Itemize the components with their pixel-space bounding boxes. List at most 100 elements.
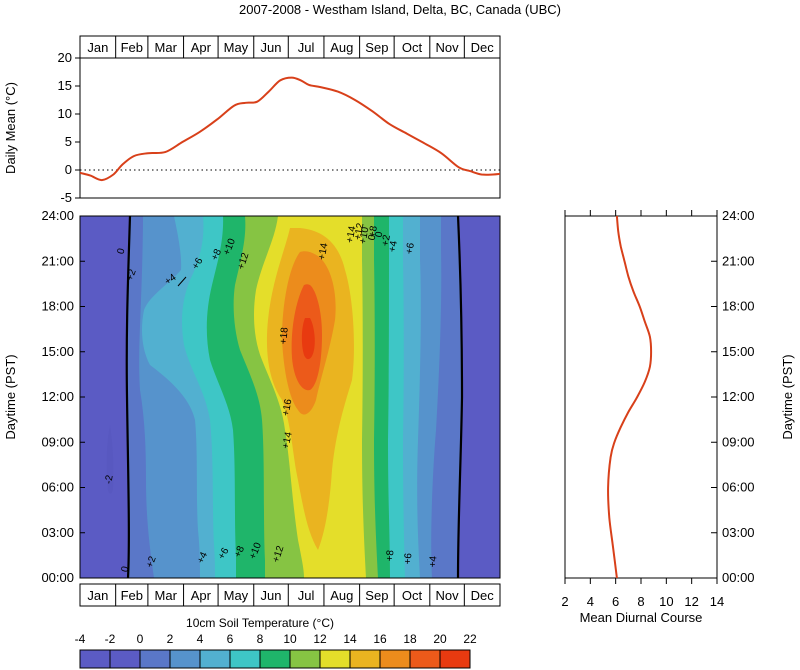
colorbar-label: 10cm Soil Temperature (°C) (186, 616, 334, 630)
bottom-month-dividers (115, 584, 465, 606)
colorbar-cell (379, 649, 411, 669)
contour-label: -2 (103, 474, 115, 485)
daily-mean-frame (79, 57, 501, 199)
contour-zero-left (125, 216, 132, 578)
top-month-dividers (115, 36, 465, 58)
bottom-month-oct: Oct (402, 588, 423, 603)
diurnal-x-label: Mean Diurnal Course (580, 610, 703, 625)
band-20-22 (301, 318, 315, 360)
contour-label: +14 (317, 242, 331, 261)
contour-label: +6 (404, 242, 417, 256)
colorbar-cell (259, 649, 291, 669)
colorbar-cell (289, 649, 321, 669)
bottom-month-sep: Sep (365, 588, 388, 603)
bottom-month-feb: Feb (121, 588, 143, 603)
colorbar-tick-label: 18 (403, 632, 417, 646)
contour-y-ticks: 00:00 03:00 06:00 09:00 12:00 15:00 18:00 21:00… (41, 208, 85, 585)
colorbar-tick-label: -4 (75, 632, 86, 646)
bottom-month-strip-frame (79, 583, 501, 607)
colorbar: 10cm Soil Temperature (°C) -4 -2 0 2 4 6 8 10 12… (75, 616, 477, 669)
daily-mean-y-ticks: -5 0 5 10 15 20 (58, 50, 80, 205)
diurnal-y-tick-label: 00:00 (722, 570, 755, 585)
contour-label: +14 (345, 225, 359, 244)
contour-panel: 00+2+2+4+4+6+6+8+8+10+10+12+12+14+14+16+… (3, 208, 501, 607)
colorbar-cell (139, 649, 171, 669)
contour-label: +8 (367, 225, 380, 239)
contour-label: +2 (380, 234, 393, 248)
band-minus2 (106, 425, 114, 494)
diurnal-y-tick-label: 18:00 (722, 299, 755, 314)
colorbar-tick-label: -2 (105, 632, 116, 646)
contour-label: 0 (374, 230, 386, 238)
colorbar-cell (79, 649, 111, 669)
top-month-nov: Nov (436, 40, 460, 55)
diurnal-y-ticks: 00:00 03:00 06:00 09:00 12:00 15:00 18:00 21:00… (711, 208, 755, 585)
contour-y-tick-label: 00:00 (41, 570, 74, 585)
bottom-month-jan: Jan (87, 588, 108, 603)
colorbar-cell (409, 649, 441, 669)
contour-label: +12 (271, 544, 287, 564)
contour-label: 0 (120, 565, 132, 574)
bottom-month-may: May (224, 588, 249, 603)
contour-labels: 00+2+2+4+4+6+6+8+8+10+10+12+12+14+14+16+… (103, 222, 439, 574)
diurnal-y-tick-label: 24:00 (722, 208, 755, 223)
top-month-jul: Jul (298, 40, 315, 55)
contour-zero-right (456, 216, 464, 578)
contour-label: +6 (403, 552, 415, 565)
contour-label: +8 (232, 544, 247, 559)
top-month-apr: Apr (191, 40, 212, 55)
colorbar-cell (109, 649, 141, 669)
contour-label: 0 (116, 247, 128, 256)
colorbar-tick-label: 20 (433, 632, 447, 646)
diurnal-x-tick-label: 8 (637, 594, 644, 609)
daily-mean-y-tick-label: 5 (65, 134, 72, 149)
colorbar-tick-label: 22 (463, 632, 477, 646)
contour-label: +4 (195, 550, 210, 565)
figure-title: 2007-2008 - Westham Island, Delta, BC, C… (239, 2, 561, 17)
contour-y-tick-label: 15:00 (41, 344, 74, 359)
contour-label: +16 (281, 398, 295, 417)
colorbar-cell (199, 649, 231, 669)
diurnal-y-tick-label: 21:00 (722, 253, 755, 268)
bottom-month-labels: Jan Feb Mar Apr May Jun Jul Aug Sep Oct Nov Dec (87, 588, 494, 603)
colorbar-tick-label: 16 (373, 632, 387, 646)
bottom-month-jun: Jun (261, 588, 282, 603)
diurnal-line (607, 215, 653, 579)
top-month-labels: Jan Feb Mar Apr May Jun Jul Aug Sep Oct Nov Dec (87, 40, 494, 55)
colorbar-cell (169, 649, 201, 669)
daily-mean-line (80, 76, 500, 182)
colorbar-cell (439, 649, 471, 669)
top-month-aug: Aug (330, 40, 353, 55)
diurnal-y-tick-label: 12:00 (722, 389, 755, 404)
bottom-month-mar: Mar (155, 588, 178, 603)
contour-label: +4 (387, 240, 400, 254)
colorbar-tick-label: 0 (137, 632, 144, 646)
colorbar-tick-label: 10 (283, 632, 297, 646)
diurnal-x-tick-label: 12 (684, 594, 698, 609)
diurnal-x-tick-label: 2 (561, 594, 568, 609)
bottom-month-dec: Dec (471, 588, 495, 603)
bottom-month-apr: Apr (191, 588, 212, 603)
top-month-jun: Jun (261, 40, 282, 55)
top-month-oct: Oct (402, 40, 423, 55)
contour-label: +4 (428, 555, 440, 568)
contour-label: +6 (216, 546, 231, 562)
colorbar-cells (79, 649, 471, 669)
daily-mean-y-tick-label: 20 (58, 50, 72, 65)
top-month-mar: Mar (155, 40, 178, 55)
colorbar-cell (319, 649, 351, 669)
contour-label: +2 (145, 554, 159, 569)
daily-mean-y-tick-label: 10 (58, 106, 72, 121)
contour-y-tick-label: 06:00 (41, 480, 74, 495)
contour-label: +2 (125, 267, 139, 282)
diurnal-y-tick-label: 03:00 (722, 525, 755, 540)
bottom-month-nov: Nov (436, 588, 460, 603)
contour-label: +6 (190, 256, 205, 272)
diurnal-y-tick-label: 09:00 (722, 434, 755, 449)
colorbar-cell (229, 649, 261, 669)
diurnal-y-tick-label: 06:00 (722, 480, 755, 495)
contour-label: +12 (236, 251, 252, 271)
contour-y-tick-label: 09:00 (41, 434, 74, 449)
contour-y-tick-label: 18:00 (41, 299, 74, 314)
diurnal-y-label: Daytime (PST) (780, 354, 795, 439)
